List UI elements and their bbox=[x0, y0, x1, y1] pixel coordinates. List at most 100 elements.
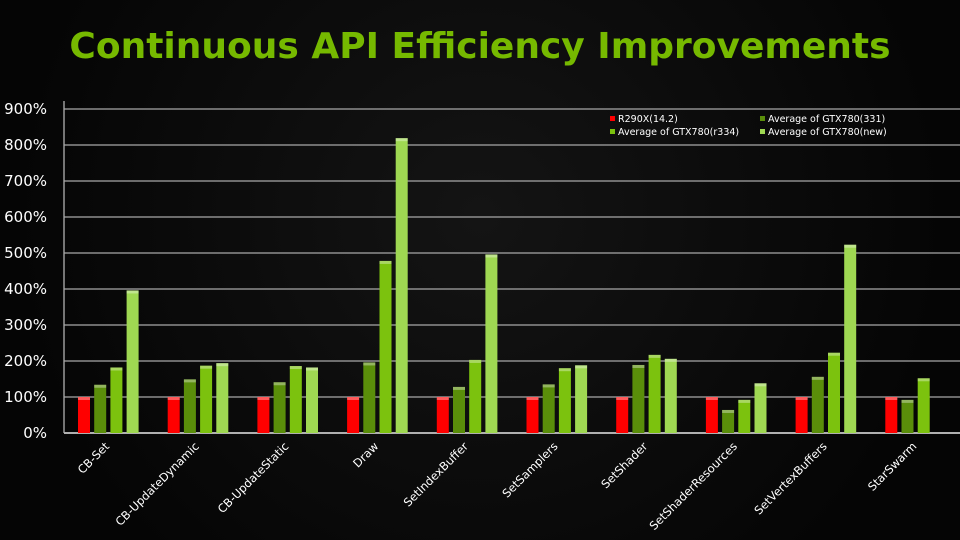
x-tick-label: SetVertexBuffers bbox=[751, 439, 829, 517]
bar bbox=[738, 399, 751, 433]
x-tick-label: SetShader bbox=[598, 439, 650, 491]
bar bbox=[453, 386, 465, 433]
bar bbox=[94, 384, 107, 433]
x-tick-label: SetIndexBuffer bbox=[401, 439, 472, 510]
bar-highlight bbox=[901, 399, 914, 403]
x-tick-label: CB-UpdateStatic bbox=[215, 439, 292, 516]
bar-highlight bbox=[183, 379, 196, 383]
legend-swatch bbox=[760, 129, 765, 134]
bar-highlight bbox=[94, 384, 107, 388]
bar-highlight bbox=[811, 376, 824, 380]
bar-highlight bbox=[917, 378, 930, 382]
bar bbox=[616, 397, 629, 433]
x-tick-label: Draw bbox=[350, 439, 381, 470]
bar-highlight bbox=[705, 397, 718, 400]
bar-highlight bbox=[722, 409, 735, 413]
x-tick-label: CB-UpdateDynamic bbox=[112, 439, 201, 528]
bar bbox=[795, 397, 808, 433]
bar-highlight bbox=[795, 397, 808, 400]
x-tick-label: SetSamplers bbox=[499, 439, 560, 500]
y-axis-ticks: 0% 100% 200% 300% 400% 500% 600% 700% 800% 900% bbox=[4, 100, 47, 442]
bar bbox=[126, 290, 139, 433]
bar-highlight bbox=[632, 364, 645, 368]
bar bbox=[183, 379, 196, 433]
bar-highlight bbox=[436, 397, 449, 400]
bar-highlight bbox=[347, 397, 360, 400]
chart-title: Continuous API Efficiency Improvements bbox=[69, 26, 890, 67]
bar bbox=[705, 397, 718, 433]
bar-highlight bbox=[453, 386, 465, 390]
legend: R290X(14.2) Average of GTX780(331) Average… bbox=[610, 114, 887, 138]
bar bbox=[363, 362, 376, 433]
bar-highlight bbox=[379, 260, 392, 264]
gridlines bbox=[63, 101, 960, 434]
bar-highlight bbox=[542, 384, 555, 388]
bar bbox=[200, 365, 213, 433]
bar bbox=[885, 397, 898, 433]
y-tick-label: 300% bbox=[4, 316, 47, 334]
x-tick-label: StarSwarm bbox=[865, 439, 920, 494]
legend-label: R290X(14.2) bbox=[618, 114, 678, 125]
bar bbox=[436, 397, 449, 433]
legend-swatch bbox=[610, 116, 615, 121]
legend-swatch bbox=[610, 129, 615, 134]
bar-highlight bbox=[273, 382, 286, 386]
y-tick-label: 0% bbox=[23, 424, 47, 442]
y-tick-label: 800% bbox=[4, 136, 47, 154]
bar-highlight bbox=[363, 362, 376, 366]
y-tick-label: 100% bbox=[4, 388, 47, 406]
bar bbox=[811, 376, 824, 433]
bar-highlight bbox=[844, 244, 857, 248]
bar-highlight bbox=[828, 352, 840, 356]
bar-highlight bbox=[200, 365, 213, 369]
bar-highlight bbox=[885, 397, 898, 400]
legend-label: Average of GTX780(331) bbox=[768, 114, 885, 125]
bar-highlight bbox=[395, 138, 408, 142]
bar bbox=[347, 397, 360, 433]
bar-highlight bbox=[738, 399, 751, 403]
bar-highlight bbox=[110, 367, 123, 371]
bar bbox=[664, 358, 677, 433]
bar-highlight bbox=[167, 397, 180, 400]
y-tick-label: 900% bbox=[4, 100, 47, 118]
bar bbox=[632, 364, 645, 433]
bar bbox=[379, 260, 392, 433]
x-tick-label: SetShaderResources bbox=[646, 439, 740, 533]
bar bbox=[722, 409, 735, 433]
bar bbox=[828, 352, 840, 433]
bar bbox=[844, 244, 857, 433]
bar bbox=[558, 368, 571, 433]
bar-highlight bbox=[216, 363, 229, 367]
bar-highlight bbox=[575, 365, 588, 369]
legend-label: Average of GTX780(r334) bbox=[618, 127, 739, 138]
legend-label: Average of GTX780(new) bbox=[768, 127, 887, 138]
bar bbox=[395, 138, 408, 433]
bar-highlight bbox=[616, 397, 629, 400]
bar bbox=[526, 397, 539, 433]
bar-highlight bbox=[526, 397, 539, 400]
bar-highlight bbox=[126, 290, 139, 294]
bar-highlight bbox=[469, 359, 482, 363]
y-tick-label: 700% bbox=[4, 172, 47, 190]
bar-highlight bbox=[289, 366, 302, 370]
bar bbox=[469, 359, 482, 433]
bar bbox=[542, 384, 555, 433]
bar-highlight bbox=[257, 397, 270, 400]
bar bbox=[901, 399, 914, 433]
bar bbox=[575, 365, 588, 433]
bar bbox=[257, 397, 270, 433]
y-tick-label: 600% bbox=[4, 208, 47, 226]
bar bbox=[216, 363, 229, 433]
bar-highlight bbox=[306, 367, 318, 371]
bar-highlight bbox=[78, 397, 90, 400]
y-tick-label: 500% bbox=[4, 244, 47, 262]
bar-highlight bbox=[558, 368, 571, 372]
bar-highlight bbox=[648, 354, 661, 358]
x-axis-labels: CB-Set CB-UpdateDynamic CB-UpdateStatic Dra… bbox=[75, 439, 920, 533]
bar bbox=[648, 354, 661, 433]
bar bbox=[273, 382, 286, 433]
bar bbox=[754, 383, 767, 433]
y-tick-label: 200% bbox=[4, 352, 47, 370]
bar-highlight bbox=[485, 254, 498, 258]
